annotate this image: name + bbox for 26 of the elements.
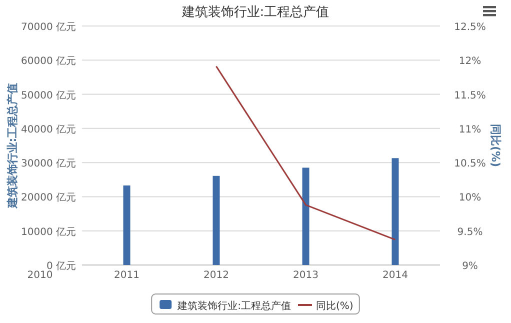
ytick: 10000 亿元 (21, 226, 76, 238)
annotation: 2010 (27, 270, 53, 281)
y2label: 同比(%) (489, 124, 502, 168)
xtick: 2012 (204, 270, 229, 281)
y2tick: 9% (462, 261, 478, 272)
xtick: 2013 (293, 270, 318, 281)
y2tick: 11.5% (454, 90, 486, 102)
title: 建筑装饰行业:工程总产值 (182, 5, 330, 20)
xtick: 2014 (382, 270, 408, 281)
y2tick: 9.5% (457, 226, 483, 238)
y2tick: 12% (458, 56, 482, 68)
ytick: 0 亿元 (46, 261, 76, 272)
legend-label: 建筑装饰行业:工程总产值 (176, 300, 291, 312)
ytick: 60000 亿元 (21, 56, 76, 68)
y2tick: 11% (458, 124, 482, 136)
y2tick: 12.5% (454, 22, 486, 33)
y2tick: 10% (458, 192, 482, 204)
legend-label: 同比(%) (316, 300, 354, 312)
xtick: 2011 (114, 270, 140, 281)
ytick: 50000 亿元 (21, 90, 76, 102)
ytick: 40000 亿元 (21, 124, 76, 136)
ytick: 30000 亿元 (21, 158, 76, 170)
ytick: 70000 亿元 (21, 22, 76, 33)
y2tick: 10.5% (454, 158, 486, 170)
ylabel: 建筑装饰行业:工程总产值 (6, 82, 19, 208)
ytick: 20000 亿元 (21, 192, 76, 204)
